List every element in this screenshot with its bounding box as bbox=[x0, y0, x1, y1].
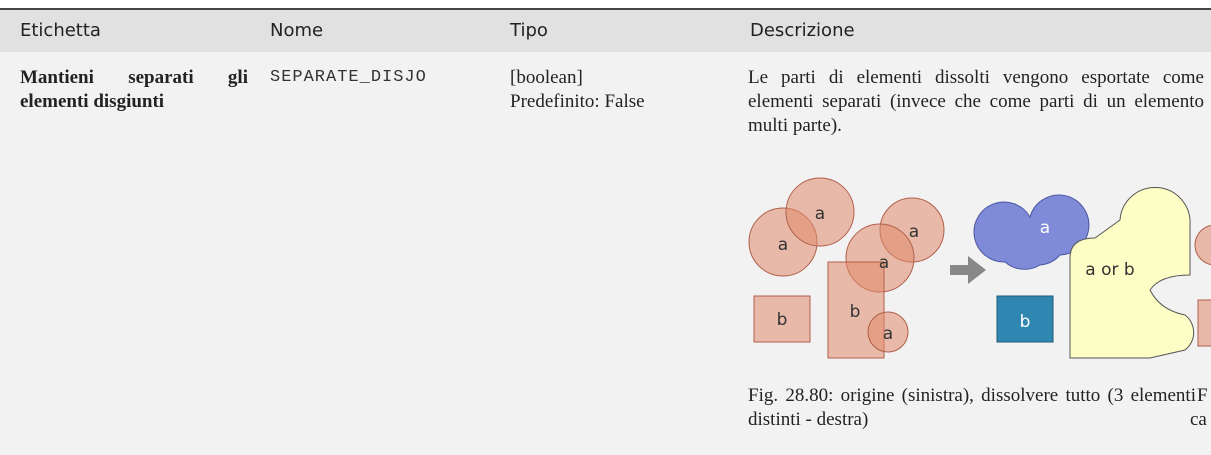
shape bbox=[1194, 224, 1211, 266]
clipped-caption: F bbox=[1197, 385, 1208, 406]
header-cell: Descrizione bbox=[750, 20, 855, 41]
type-cell: [boolean] bbox=[510, 67, 583, 88]
shape-label: b bbox=[850, 302, 861, 322]
shape-label: a bbox=[778, 235, 788, 255]
shape bbox=[753, 295, 811, 343]
figure-caption: Fig. 28.80: origine (sinistra), dissolve… bbox=[748, 385, 1196, 430]
shape-label: b bbox=[1020, 312, 1031, 332]
header-cell: Nome bbox=[270, 20, 324, 41]
shape-label: a bbox=[815, 204, 825, 224]
default-cell: Predefinito: False bbox=[510, 91, 645, 112]
shape bbox=[867, 311, 909, 353]
shape-label: a or b bbox=[1085, 260, 1134, 280]
clipped-caption: ca bbox=[1190, 409, 1207, 430]
shape bbox=[996, 295, 1054, 343]
description-cell: Le parti di elementi dissolti vengono es… bbox=[748, 67, 1204, 136]
arrow bbox=[950, 256, 986, 284]
table-header: Etichetta Nome Tipo Descrizione bbox=[0, 8, 1211, 52]
shape-label: a bbox=[1040, 218, 1050, 238]
shape-label: a bbox=[883, 324, 893, 344]
shape-label: b bbox=[777, 310, 788, 330]
name-cell: SEPARATE_DISJO bbox=[270, 68, 427, 87]
header-cell: Etichetta bbox=[20, 20, 101, 41]
shape-label: a bbox=[879, 253, 889, 273]
shape-label: a bbox=[909, 222, 919, 242]
label-cell: Mantieni separati gli elementi disgiunti bbox=[20, 67, 248, 112]
shape bbox=[1069, 186, 1195, 359]
shape bbox=[785, 177, 855, 247]
header-cell: Tipo bbox=[510, 20, 548, 41]
shape bbox=[1197, 299, 1211, 347]
shape bbox=[973, 194, 1090, 270]
